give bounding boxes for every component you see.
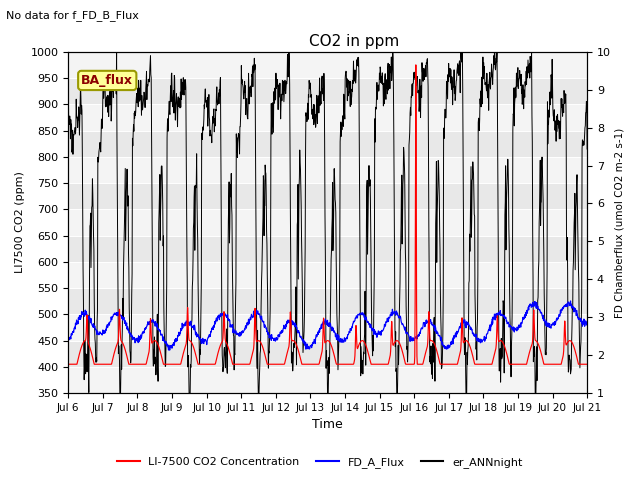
Y-axis label: LI7500 CO2 (ppm): LI7500 CO2 (ppm) — [15, 171, 25, 274]
Bar — [68, 52, 587, 78]
Legend: LI-7500 CO2 Concentration, FD_A_Flux, er_ANNnight: LI-7500 CO2 Concentration, FD_A_Flux, er… — [113, 452, 527, 472]
Bar — [68, 104, 587, 131]
Bar — [68, 209, 587, 236]
Text: No data for f_FD_B_Flux: No data for f_FD_B_Flux — [6, 10, 140, 21]
X-axis label: Time: Time — [312, 419, 343, 432]
Text: BA_flux: BA_flux — [81, 74, 133, 87]
Title: CO2 in ppm: CO2 in ppm — [308, 34, 399, 49]
Y-axis label: FD Chamberflux (umol CO2 m-2 s-1): FD Chamberflux (umol CO2 m-2 s-1) — [615, 127, 625, 318]
Bar — [68, 157, 587, 183]
Bar — [68, 314, 587, 341]
Bar — [68, 262, 587, 288]
Bar — [68, 367, 587, 393]
